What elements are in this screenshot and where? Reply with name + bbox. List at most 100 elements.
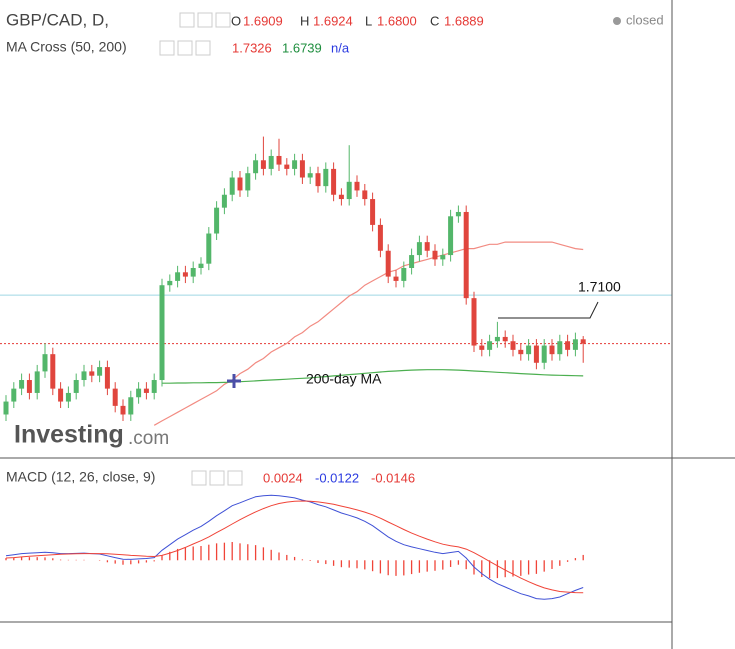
- candle-body: [580, 339, 586, 344]
- candle-body: [167, 280, 173, 286]
- candle-body: [97, 367, 103, 376]
- status-dot: [613, 17, 621, 25]
- candle-body: [331, 168, 337, 195]
- ohlc-label: L: [365, 13, 372, 28]
- candle-body: [354, 181, 360, 191]
- indicator-line: [153, 241, 584, 426]
- candle-body: [533, 345, 539, 363]
- candle-body: [276, 155, 282, 165]
- indicator-line: [5, 500, 584, 594]
- indicator-value: 0.0024: [263, 470, 303, 485]
- candle-body: [526, 345, 532, 355]
- candle-body: [572, 339, 578, 350]
- candle-body: [432, 250, 438, 260]
- candle-body: [284, 164, 290, 169]
- ohlc-label: C: [430, 13, 439, 28]
- candle-body: [557, 341, 563, 355]
- candle-body: [487, 341, 493, 350]
- ohlc-value: 1.6889: [444, 13, 484, 28]
- candle-body: [182, 272, 188, 277]
- candle-body: [128, 397, 134, 415]
- candle-body: [362, 190, 368, 200]
- candle-body: [11, 388, 17, 402]
- indicator-value: -0.0122: [315, 470, 359, 485]
- ohlc-label: O: [231, 13, 241, 28]
- candle-body: [494, 336, 500, 342]
- candle-body: [409, 255, 415, 268]
- candle-body: [143, 388, 149, 393]
- candle-body: [463, 211, 469, 299]
- candle-body: [34, 371, 40, 393]
- ohlc-value: 1.6924: [313, 13, 353, 28]
- candle-body: [214, 207, 220, 234]
- candle-body: [377, 224, 383, 251]
- ohlc-label: H: [300, 13, 309, 28]
- symbol: GBP/CAD, D,: [6, 10, 109, 29]
- candle-body: [502, 336, 508, 342]
- marks: [0, 136, 672, 600]
- annotation-callout: [498, 301, 599, 319]
- candle-body: [338, 194, 344, 200]
- candle-body: [151, 380, 157, 393]
- candle-body: [565, 341, 571, 350]
- candle-body: [455, 211, 461, 217]
- candle-body: [136, 388, 142, 398]
- candle-body: [65, 392, 71, 402]
- indicator-icons[interactable]: [159, 40, 211, 56]
- candle-body: [346, 181, 352, 200]
- indicator-icons[interactable]: [191, 470, 243, 486]
- candle-body: [260, 160, 266, 169]
- candle-body: [159, 285, 165, 381]
- candle-body: [424, 242, 430, 251]
- annotation-text: 200-day MA: [306, 371, 382, 387]
- candle-body: [19, 380, 25, 389]
- annotation-text: 1.7100: [578, 279, 621, 295]
- candle-body: [549, 345, 555, 355]
- candle-body: [206, 233, 212, 264]
- logo: Investing .com: [14, 421, 169, 449]
- candle-body: [440, 255, 446, 260]
- candle-body: [120, 405, 126, 415]
- candle-body: [58, 388, 64, 402]
- candle-body: [190, 267, 196, 277]
- candle-body: [385, 250, 391, 277]
- logo-brand: Investing: [14, 421, 124, 449]
- candle-body: [229, 177, 235, 195]
- indicator-value: n/a: [331, 40, 350, 55]
- candle-body: [26, 380, 32, 393]
- candle-body: [73, 380, 79, 393]
- candle-body: [518, 349, 524, 355]
- header-icons[interactable]: [179, 12, 231, 28]
- candle-body: [245, 173, 251, 191]
- candle-body: [221, 194, 227, 208]
- candle-body: [299, 160, 305, 178]
- indicator-name: MA Cross (50, 200): [6, 39, 127, 55]
- ohlc-value: 1.6800: [377, 13, 417, 28]
- indicator-line: [5, 494, 584, 600]
- header: GBP/CAD, D, O 1.6909 H 1.6924 L 1.6800 C…: [6, 10, 664, 486]
- candle-body: [479, 345, 485, 350]
- candle-body: [50, 354, 56, 389]
- candle-body: [416, 242, 422, 256]
- candle-body: [448, 216, 454, 256]
- indicator-value: 1.6739: [282, 40, 322, 55]
- candle-body: [307, 173, 313, 178]
- candle-body: [198, 263, 204, 268]
- indicator-name: MACD (12, 26, close, 9): [6, 469, 155, 485]
- candle-body: [471, 298, 477, 346]
- candle-body: [3, 401, 9, 415]
- candle-body: [510, 341, 516, 350]
- candle-body: [370, 199, 376, 225]
- indicator-value: 1.7326: [232, 40, 272, 55]
- logo-suffix: .com: [128, 428, 169, 449]
- candle-body: [315, 173, 321, 187]
- candle-body: [237, 177, 243, 191]
- cross-marker: [227, 374, 241, 388]
- candle-body: [323, 168, 329, 187]
- ohlc-value: 1.6909: [243, 13, 283, 28]
- indicator-value: -0.0146: [371, 470, 415, 485]
- market-status: closed: [626, 12, 664, 27]
- candle-body: [253, 160, 259, 174]
- candle-body: [292, 160, 298, 169]
